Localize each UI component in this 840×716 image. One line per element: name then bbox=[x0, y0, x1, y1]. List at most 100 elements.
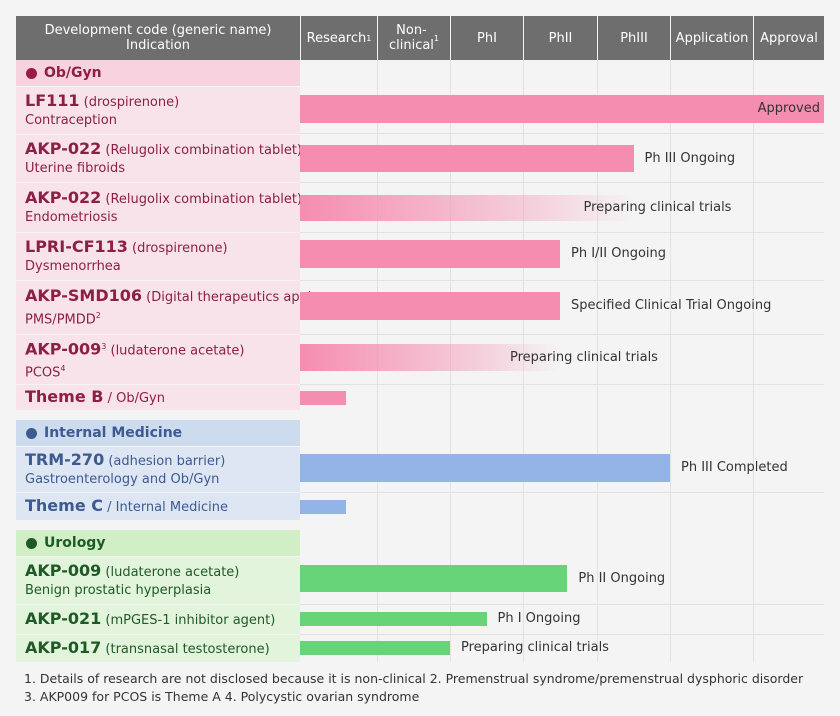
indication: PMS/PMDD2 bbox=[25, 307, 300, 329]
drug-code: Theme B bbox=[25, 387, 104, 406]
indication-sup: 2 bbox=[95, 310, 101, 320]
category-urology: Urology bbox=[16, 530, 300, 556]
status-label: Preparing clinical trials bbox=[583, 200, 732, 215]
row-title: AKP-022 (Relugolix combination tablet) bbox=[25, 139, 302, 160]
status-label: Ph I/II Ongoing bbox=[571, 246, 667, 261]
header-stage-label: Approval bbox=[760, 30, 818, 46]
header-stage-7: Approval bbox=[754, 16, 824, 60]
row-label-6: AKP-0093 (ludaterone acetate) PCOS4 bbox=[16, 334, 300, 384]
header-stage-label: PhIII bbox=[620, 30, 648, 46]
row-title: AKP-009 (ludaterone acetate) bbox=[25, 561, 300, 582]
indication: Endometriosis bbox=[25, 209, 300, 227]
header-stage-sup: 1 bbox=[366, 33, 372, 43]
indication: Benign prostatic hyperplasia bbox=[25, 582, 300, 600]
indication-text: PMS/PMDD bbox=[25, 312, 96, 328]
progress-bar bbox=[300, 145, 634, 172]
generic-name: / Ob/Gyn bbox=[103, 391, 165, 406]
status-label: Specified Clinical Trial Ongoing bbox=[571, 298, 772, 313]
row-label-9: Theme C / Internal Medicine bbox=[16, 492, 300, 520]
status-label: Approved bbox=[757, 101, 820, 116]
footnote-line-1: 1. Details of research are not disclosed… bbox=[24, 671, 804, 686]
drug-code: TRM-270 bbox=[25, 450, 105, 469]
drug-code: AKP-022 bbox=[25, 139, 102, 158]
grid-hline bbox=[300, 334, 824, 335]
row-title: AKP-0093 (ludaterone acetate) bbox=[25, 337, 300, 361]
progress-bar bbox=[300, 454, 670, 482]
header-stage-6: Application bbox=[671, 16, 753, 60]
indication: PCOS4 bbox=[25, 360, 300, 382]
status-label: Preparing clinical trials bbox=[461, 640, 609, 655]
category-obgyn: Ob/Gyn bbox=[16, 60, 300, 86]
indication: Gastroenterology and Ob/Gyn bbox=[25, 471, 300, 489]
grid-hline bbox=[300, 182, 824, 183]
header-stage-sup: 1 bbox=[433, 33, 440, 43]
drug-code: AKP-022 bbox=[25, 188, 102, 207]
grid-hline bbox=[300, 634, 824, 635]
header-stage-1: Research 1 bbox=[301, 16, 377, 60]
category-label: Internal Medicine bbox=[44, 425, 183, 441]
row-label-8: TRM-270 (adhesion barrier) Gastroenterolo… bbox=[16, 446, 300, 492]
footnote-line-2: 3. AKP009 for PCOS is Theme A 4. Polycys… bbox=[24, 689, 420, 704]
row-title: LF111 (drospirenone) bbox=[25, 91, 300, 112]
progress-bar bbox=[300, 95, 824, 123]
generic-name: (ludaterone acetate) bbox=[101, 565, 240, 580]
indication-text: PCOS bbox=[25, 365, 61, 381]
indication: Uterine fibroids bbox=[25, 160, 300, 178]
drug-code: LF111 bbox=[25, 91, 80, 110]
row-label-11: AKP-021 (mPGES-1 inhibitor agent) bbox=[16, 604, 300, 634]
row-title: AKP-022 (Relugolix combination tablet) bbox=[25, 188, 302, 209]
generic-name: (mPGES-1 inhibitor agent) bbox=[101, 613, 276, 628]
progress-bar bbox=[300, 391, 347, 405]
grid-vline bbox=[753, 60, 754, 662]
header-stage-4: PhII bbox=[524, 16, 597, 60]
drug-code: LPRI-CF113 bbox=[25, 237, 128, 256]
status-label: Ph II Ongoing bbox=[578, 570, 666, 586]
row-label-4: LPRI-CF113 (drospirenone) Dysmenorrhea bbox=[16, 232, 300, 280]
header-stage-5: PhIII bbox=[598, 16, 670, 60]
drug-code: AKP-017 bbox=[25, 638, 102, 657]
header-stage-label: PhI bbox=[477, 30, 497, 46]
progress-bar bbox=[300, 195, 634, 221]
category-label: Urology bbox=[44, 535, 106, 551]
drug-code: AKP-021 bbox=[25, 609, 102, 628]
indication-text: Uterine fibroids bbox=[25, 161, 126, 176]
code-sup: 3 bbox=[101, 341, 107, 351]
status-label: Ph III Ongoing bbox=[644, 150, 736, 166]
generic-name: (adhesion barrier) bbox=[104, 454, 226, 469]
generic-name: / Internal Medicine bbox=[103, 500, 228, 515]
header-dev-line2: Indication bbox=[126, 38, 190, 53]
progress-bar bbox=[300, 292, 560, 320]
generic-name: (Digital therapeutics app) bbox=[142, 289, 313, 305]
row-title: Theme C / Internal Medicine bbox=[25, 496, 300, 517]
generic-name: (Relugolix combination tablet) bbox=[101, 192, 302, 207]
progress-bar bbox=[300, 612, 487, 626]
indication-text: Dysmenorrhea bbox=[25, 259, 121, 274]
grid-hline bbox=[300, 492, 824, 493]
indication-sup: 4 bbox=[60, 364, 66, 374]
grid-vline bbox=[670, 60, 671, 662]
generic-name: (transnasal testosterone) bbox=[101, 642, 270, 657]
drug-code: AKP-009 bbox=[25, 561, 102, 580]
row-label-3: AKP-022 (Relugolix combination tablet) En… bbox=[16, 182, 302, 232]
header-stage-3: PhI bbox=[451, 16, 523, 60]
grid-hline bbox=[300, 133, 824, 134]
progress-bar bbox=[300, 565, 568, 592]
status-label: Ph III Completed bbox=[681, 460, 788, 475]
generic-name: (drospirenone) bbox=[79, 95, 180, 110]
drug-code: AKP-009 bbox=[25, 339, 102, 359]
row-label-10: AKP-009 (ludaterone acetate) Benign prost… bbox=[16, 556, 300, 604]
category-dot bbox=[26, 537, 37, 549]
header-stage-label: PhII bbox=[548, 30, 573, 46]
drug-code: Theme C bbox=[25, 496, 103, 515]
progress-bar bbox=[300, 500, 347, 514]
indication-text: Contraception bbox=[25, 113, 117, 128]
header-stage-2: Non- clinical 1 bbox=[378, 16, 450, 60]
grid-hline bbox=[300, 604, 824, 605]
drug-code: AKP-SMD106 bbox=[25, 285, 142, 305]
header-stage-label: Application bbox=[675, 30, 749, 46]
generic-name: (drospirenone) bbox=[127, 241, 228, 256]
generic-name: (ludaterone acetate) bbox=[106, 343, 245, 359]
grid-hline bbox=[300, 232, 824, 233]
header-dev-line1: Development code (generic name) bbox=[44, 23, 272, 38]
generic-name: (Relugolix combination tablet) bbox=[101, 143, 302, 158]
